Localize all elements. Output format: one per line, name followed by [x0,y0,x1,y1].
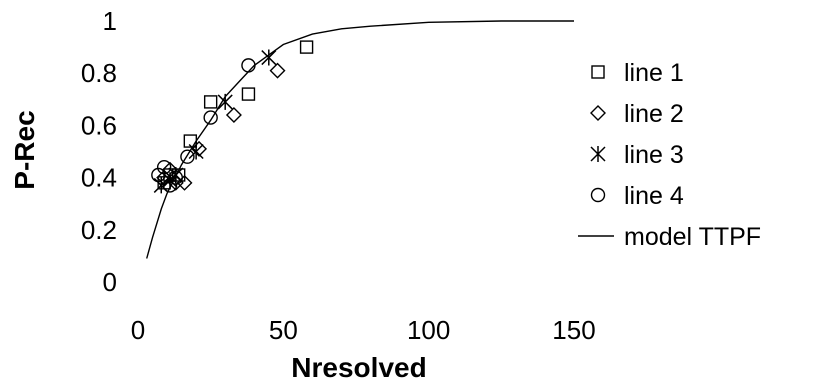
y-axis-title: P-Rec [9,110,40,189]
y-tick-label: 0.8 [81,58,117,88]
series-line-3-point [188,143,204,160]
y-tick-label: 0 [103,267,117,297]
series-model-ttpf-line [146,20,574,259]
series-line-2-point [225,106,242,123]
legend-line-1-label: line 1 [624,59,684,87]
series-line-4-point [156,159,172,175]
y-tick-label: 0.2 [81,215,117,245]
legend-line-4-label: line 4 [624,182,684,210]
legend-model-ttpf-label: model TTPF [624,223,761,251]
series-line-2-point [269,62,286,79]
y-tick-label: 0.6 [81,110,117,140]
x-tick-label: 150 [552,315,595,345]
x-tick-label: 50 [269,315,298,345]
legend-line-3-label: line 3 [624,141,684,169]
series-line-4-point [180,149,195,164]
x-axis-title: Nresolved [291,352,426,381]
legend-line-3-swatch [590,146,606,162]
series-line-1-point [241,87,256,101]
series-line-2-point [176,174,193,191]
series-line-1-point [203,95,218,109]
legend-line-1-swatch [591,65,605,79]
legend: line 1 line 2 line 3 line 4 model TTPF [578,59,761,251]
series-line-4-point [241,58,256,73]
series-line-2-point [191,140,208,157]
series-line-4-point [168,170,183,185]
y-tick-label: 0.4 [81,163,117,193]
series-line-1-point [299,40,314,54]
series-line-4-point [203,110,218,125]
x-tick-label: 100 [407,315,450,345]
legend-line-2-swatch [590,105,606,121]
series-line-3-point [261,49,277,66]
x-tick-label: 0 [131,315,145,345]
legend-line-4-swatch [590,187,606,203]
y-tick-label: 1 [103,6,117,36]
plot-area: 0 0.2 0.4 0.6 0.8 1 0 50 100 150 Nresolved P-Rec [9,6,596,381]
legend-line-2-label: line 2 [624,100,684,128]
